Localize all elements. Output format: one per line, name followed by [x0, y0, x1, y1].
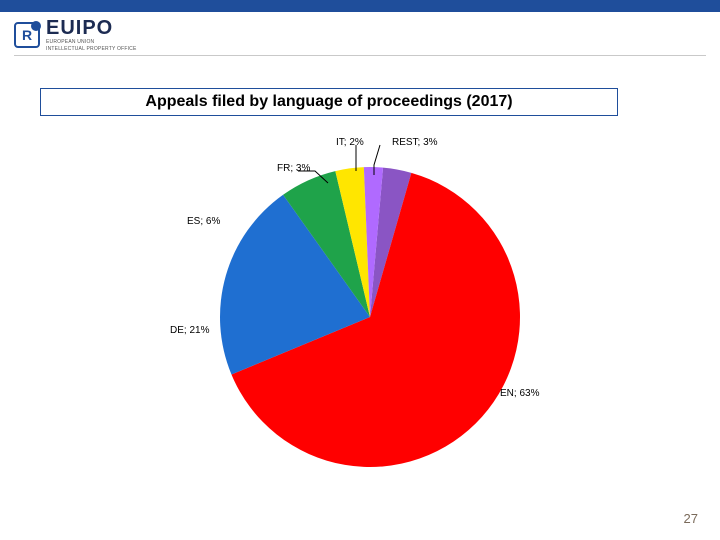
pie-label-es: ES; 6%	[187, 216, 220, 227]
logo-text-block: EUIPO EUROPEAN UNION INTELLECTUAL PROPER…	[46, 18, 137, 52]
logo-stars-icon	[31, 21, 41, 31]
pie-label-rest: REST; 3%	[392, 137, 438, 148]
pie-label-de: DE; 21%	[170, 325, 209, 336]
logo-letter: R	[22, 27, 32, 43]
logo-mark-icon: R	[14, 22, 40, 48]
pie-label-fr: FR; 3%	[277, 163, 310, 174]
pie-svg	[210, 157, 530, 477]
chart-title-box: Appeals filed by language of proceedings…	[40, 88, 618, 116]
logo-sub2: INTELLECTUAL PROPERTY OFFICE	[46, 47, 137, 52]
chart-title: Appeals filed by language of proceedings…	[145, 93, 512, 111]
page-number: 27	[684, 511, 698, 526]
pie-label-en: EN; 63%	[500, 388, 539, 399]
logo: R EUIPO EUROPEAN UNION INTELLECTUAL PROP…	[14, 18, 137, 52]
header-bar	[0, 0, 720, 12]
logo-sub1: EUROPEAN UNION	[46, 40, 137, 45]
header-divider	[14, 55, 706, 56]
pie-label-it: IT; 2%	[336, 137, 364, 148]
pie-chart: REST; 3% EN; 63% DE; 21% ES; 6% FR; 3% IT; 2%	[150, 135, 570, 495]
logo-main-text: EUIPO	[46, 18, 137, 38]
slide: R EUIPO EUROPEAN UNION INTELLECTUAL PROP…	[0, 0, 720, 540]
